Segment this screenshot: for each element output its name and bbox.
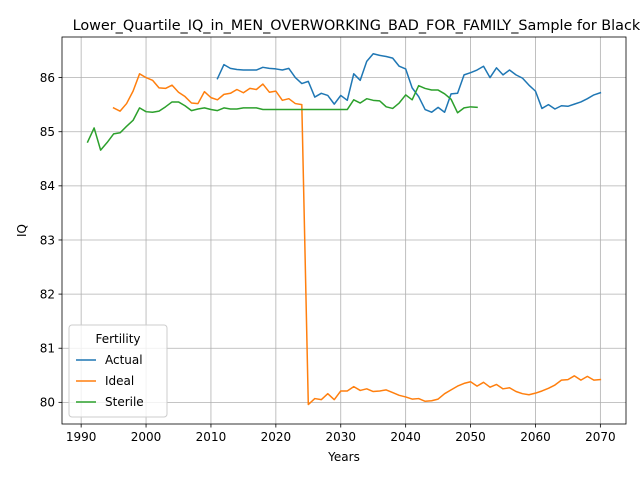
y-tick-label: 84 <box>40 179 55 193</box>
grid-lines <box>62 37 626 424</box>
x-tick-label: 2050 <box>455 430 486 444</box>
series-layer <box>86 53 602 406</box>
y-axis-label: IQ <box>15 224 29 237</box>
x-axis-label: Years <box>327 450 360 464</box>
y-tick-label: 82 <box>40 287 55 301</box>
x-tick-label: 1990 <box>66 430 97 444</box>
y-axis-ticks: 80 81 82 83 84 85 86 <box>40 71 62 410</box>
legend: Fertility Actual Ideal Sterile <box>68 324 168 418</box>
x-tick-label: 2010 <box>196 430 227 444</box>
x-tick-label: 2060 <box>520 430 551 444</box>
x-tick-label: 2040 <box>390 430 421 444</box>
series-line-actual <box>216 53 602 113</box>
series-line-sterile <box>86 84 478 151</box>
legend-box <box>68 324 168 418</box>
legend-label-ideal: Ideal <box>105 374 134 388</box>
plot-area-frame <box>61 36 627 425</box>
x-axis-ticks: 1990 2000 2010 2020 2030 2040 2050 2060 2070 <box>66 424 616 444</box>
y-tick-label: 83 <box>40 233 55 247</box>
legend-label-actual: Actual <box>105 353 143 367</box>
y-tick-label: 85 <box>40 125 55 139</box>
x-tick-label: 2070 <box>585 430 616 444</box>
chart-title: Lower_Quartile_IQ_in_MEN_OVERWORKING_BAD… <box>73 18 640 34</box>
legend-title: Fertility <box>95 332 140 346</box>
legend-label-sterile: Sterile <box>105 395 144 409</box>
x-tick-label: 2000 <box>131 430 162 444</box>
x-tick-label: 2030 <box>325 430 356 444</box>
x-tick-label: 2020 <box>261 430 292 444</box>
series-line-ideal <box>112 73 602 406</box>
y-tick-label: 81 <box>40 342 55 356</box>
y-tick-label: 86 <box>40 71 55 85</box>
y-tick-label: 80 <box>40 396 55 410</box>
legend-items: Actual Ideal Sterile <box>76 353 144 409</box>
